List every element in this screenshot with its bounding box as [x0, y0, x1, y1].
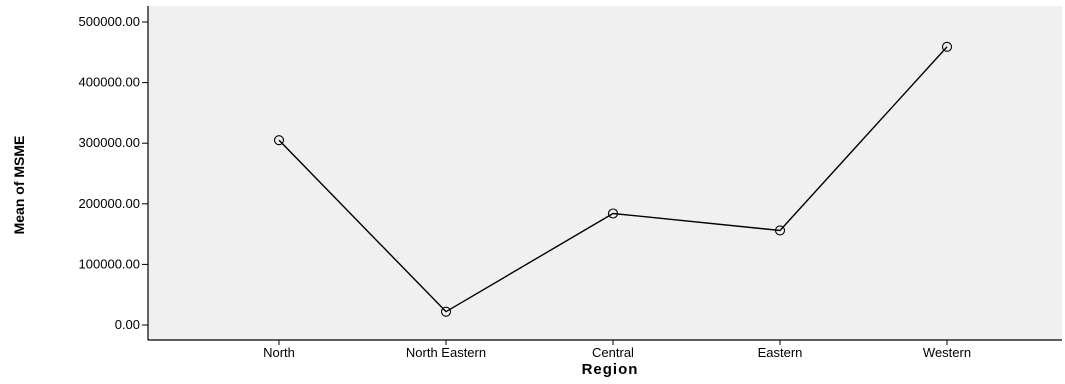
x-axis-title: Region — [582, 361, 639, 378]
data-point-marker — [774, 225, 786, 236]
x-tick-label: North Eastern — [406, 345, 486, 360]
data-point-marker — [273, 135, 285, 146]
data-point-marker — [607, 208, 619, 219]
series-line — [278, 46, 948, 313]
x-tick-label: Western — [923, 345, 971, 360]
x-tick-label: Eastern — [758, 345, 803, 360]
y-tick-label: 500000.00 — [79, 14, 140, 29]
data-point-marker — [440, 306, 452, 317]
x-tick-label: North — [263, 345, 295, 360]
y-axis-title: Mean of MSME — [11, 136, 27, 235]
y-axis: 0.00 100000.00 200000.00 300000.00 400000.00… — [79, 6, 149, 340]
y-tick-label: 100000.00 — [79, 256, 140, 271]
y-tick-label: 0.00 — [115, 317, 140, 332]
series-mean-msme — [273, 41, 953, 317]
x-axis: North North Eastern Central Eastern Western — [148, 339, 1062, 360]
y-tick-label: 200000.00 — [79, 196, 140, 211]
data-point-marker — [941, 41, 953, 52]
y-tick-label: 400000.00 — [79, 75, 140, 90]
x-tick-label: Central — [592, 345, 634, 360]
y-tick-label: 300000.00 — [79, 135, 140, 150]
plot-area — [148, 6, 1062, 340]
